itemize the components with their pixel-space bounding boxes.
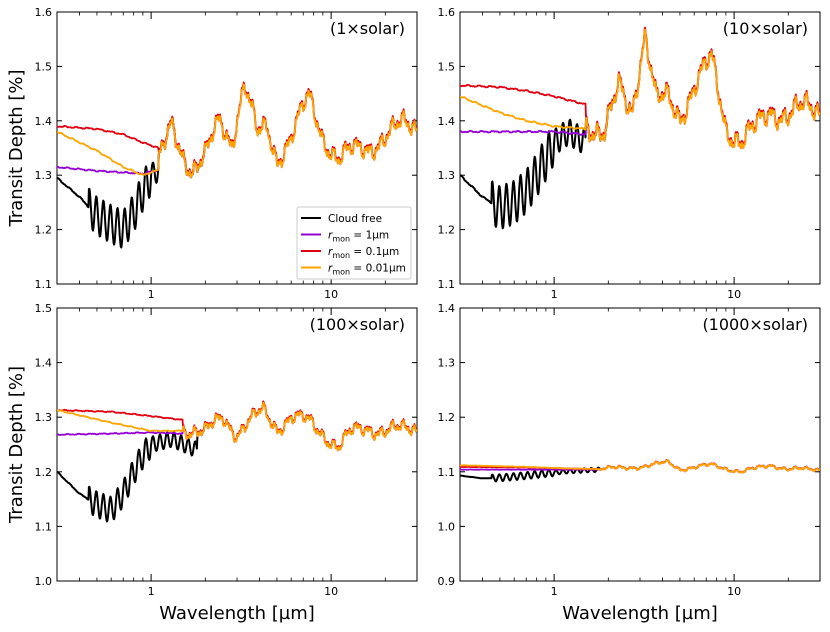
y-tick-label: 1.5 bbox=[35, 302, 53, 315]
y-tick-label: 1.6 bbox=[35, 6, 53, 19]
y-tick-label: 1.0 bbox=[35, 575, 53, 588]
panel-label: (10×solar) bbox=[723, 19, 808, 38]
y-tick-label: 1.4 bbox=[438, 302, 456, 315]
x-tick-label: 10 bbox=[324, 585, 338, 598]
x-axis-label: Wavelength [µm] bbox=[562, 603, 718, 624]
x-tick-label: 10 bbox=[324, 288, 338, 301]
legend-box bbox=[296, 206, 412, 280]
panel-2: 1.1 1.2 1.3 1.4 1.5 1.6 1 10 (10×solar) bbox=[438, 6, 821, 301]
axes-frame bbox=[56, 307, 418, 582]
x-tick-label: 1 bbox=[148, 288, 155, 301]
axes-frame bbox=[459, 11, 821, 285]
series-line-rmon-01 bbox=[57, 400, 417, 451]
y-axis-label: Transit Depth [%] bbox=[6, 366, 27, 524]
x-tick-label: 1 bbox=[551, 585, 558, 598]
y-tick-label: 1.3 bbox=[438, 169, 456, 182]
y-axis-label: Transit Depth [%] bbox=[6, 69, 27, 227]
y-tick-label: 1.5 bbox=[438, 60, 456, 73]
legend-label: rmon = 0.1µm bbox=[328, 246, 399, 260]
panel-label: (100×solar) bbox=[310, 315, 405, 334]
x-tick-label: 1 bbox=[551, 288, 558, 301]
x-tick-label: 10 bbox=[727, 288, 741, 301]
series-line-rmon-1 bbox=[57, 401, 417, 452]
y-tick-label: 1.4 bbox=[35, 357, 53, 370]
series-line-rmon-001 bbox=[57, 401, 417, 452]
legend: Cloud free rmon = 1µm rmon = 0.1µm rmon = 0… bbox=[296, 206, 412, 280]
y-tick-label: 1.3 bbox=[35, 411, 53, 424]
y-tick-label: 1.1 bbox=[438, 466, 456, 479]
y-tick-label: 0.9 bbox=[438, 575, 456, 588]
series-line-cloud-free bbox=[460, 96, 617, 230]
y-tick-label: 1.1 bbox=[35, 520, 53, 533]
panel-1: 1.1 1.2 1.3 1.4 1.5 1.6 1 10 (1×solar) Transit De… bbox=[6, 6, 418, 301]
y-tick-label: 1.6 bbox=[438, 6, 456, 19]
legend-label: Cloud free bbox=[328, 213, 382, 225]
y-tick-label: 1.2 bbox=[35, 466, 53, 479]
y-tick-label: 1.0 bbox=[438, 520, 456, 533]
x-tick-label: 1 bbox=[148, 585, 155, 598]
y-tick-label: 1.3 bbox=[438, 357, 456, 370]
y-tick-label: 1.5 bbox=[35, 60, 53, 73]
y-tick-label: 1.4 bbox=[35, 115, 53, 128]
legend-label: rmon = 0.01µm bbox=[328, 263, 406, 277]
series-line-rmon-001 bbox=[57, 83, 417, 179]
y-tick-label: 1.2 bbox=[438, 411, 456, 424]
panel-label: (1000×solar) bbox=[702, 315, 808, 334]
x-tick-label: 10 bbox=[727, 585, 741, 598]
y-tick-label: 1.2 bbox=[35, 224, 53, 237]
y-tick-label: 1.1 bbox=[35, 278, 53, 291]
series-line-rmon-01 bbox=[460, 26, 820, 147]
y-tick-label: 1.3 bbox=[35, 169, 53, 182]
panel-4: 0.9 1.0 1.1 1.2 1.3 1.4 1 10 (1000×solar) Wavelen… bbox=[438, 302, 821, 624]
panel-label: (1×solar) bbox=[330, 19, 405, 38]
axes-frame bbox=[459, 307, 821, 582]
y-tick-label: 1.1 bbox=[438, 278, 456, 291]
legend-label: rmon = 1µm bbox=[328, 230, 389, 244]
y-tick-label: 1.4 bbox=[438, 115, 456, 128]
x-axis-label: Wavelength [µm] bbox=[159, 603, 315, 624]
series-line-rmon-001 bbox=[460, 459, 820, 474]
series-line-rmon-001 bbox=[460, 28, 820, 150]
y-tick-label: 1.2 bbox=[438, 224, 456, 237]
panel-3: 1.0 1.1 1.2 1.3 1.4 1.5 1 10 (100×solar) Transit … bbox=[6, 302, 418, 624]
series-line-cloud-free bbox=[57, 422, 210, 523]
